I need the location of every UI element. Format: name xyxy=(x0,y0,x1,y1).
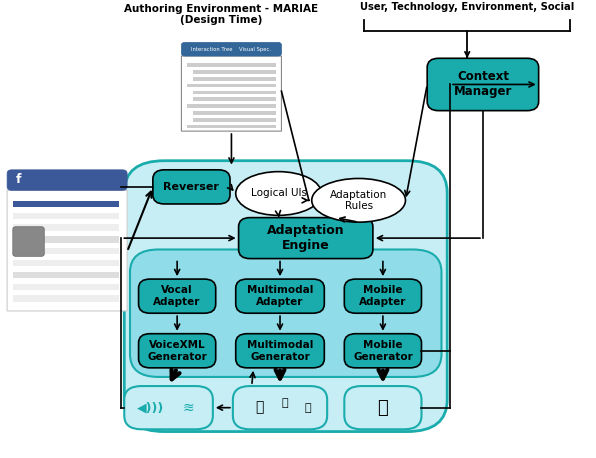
Text: ≋: ≋ xyxy=(182,401,194,414)
Bar xyxy=(13,272,119,278)
FancyBboxPatch shape xyxy=(7,191,127,311)
Bar xyxy=(13,260,119,267)
Bar xyxy=(13,201,119,207)
Text: Mobile
Adapter: Mobile Adapter xyxy=(359,285,406,307)
FancyBboxPatch shape xyxy=(344,334,421,368)
FancyBboxPatch shape xyxy=(130,250,442,377)
Bar xyxy=(187,63,276,67)
Bar xyxy=(13,248,119,255)
Text: Authoring Environment - MARIAE
(Design Time): Authoring Environment - MARIAE (Design T… xyxy=(125,4,318,25)
FancyBboxPatch shape xyxy=(7,170,127,191)
Text: 📱: 📱 xyxy=(377,398,388,417)
FancyBboxPatch shape xyxy=(153,170,230,204)
Bar xyxy=(187,125,276,128)
FancyBboxPatch shape xyxy=(181,42,281,56)
Ellipse shape xyxy=(312,179,405,222)
Text: Interaction Tree    Visual Spec.: Interaction Tree Visual Spec. xyxy=(191,47,271,52)
Bar xyxy=(193,77,276,81)
Text: Multimodal
Adapter: Multimodal Adapter xyxy=(247,285,313,307)
FancyBboxPatch shape xyxy=(236,334,324,368)
Bar xyxy=(187,84,276,87)
Text: 🎤: 🎤 xyxy=(305,403,312,413)
Bar xyxy=(193,70,276,74)
Text: Adaptation
Rules: Adaptation Rules xyxy=(330,190,387,211)
Text: Context
Manager: Context Manager xyxy=(454,71,512,98)
FancyBboxPatch shape xyxy=(233,386,327,429)
FancyBboxPatch shape xyxy=(181,56,281,131)
Text: 🔊: 🔊 xyxy=(281,398,288,409)
Text: f: f xyxy=(15,173,21,186)
Text: Logical UIs: Logical UIs xyxy=(250,189,306,198)
Text: Vocal
Adapter: Vocal Adapter xyxy=(153,285,201,307)
FancyBboxPatch shape xyxy=(125,386,213,429)
Bar xyxy=(193,98,276,101)
Bar xyxy=(13,284,119,290)
Text: ◀))): ◀))) xyxy=(137,401,164,414)
FancyBboxPatch shape xyxy=(13,227,44,256)
Bar xyxy=(13,236,119,243)
Text: Adaptation
Engine: Adaptation Engine xyxy=(267,224,344,252)
FancyBboxPatch shape xyxy=(238,218,373,259)
Bar xyxy=(193,111,276,115)
FancyBboxPatch shape xyxy=(427,58,539,111)
Text: Mobile
Generator: Mobile Generator xyxy=(353,340,413,361)
FancyBboxPatch shape xyxy=(138,334,216,368)
Bar xyxy=(13,295,119,302)
Ellipse shape xyxy=(236,172,321,215)
Bar xyxy=(193,91,276,94)
FancyBboxPatch shape xyxy=(125,161,447,431)
FancyBboxPatch shape xyxy=(344,386,421,429)
FancyBboxPatch shape xyxy=(236,279,324,313)
Bar xyxy=(13,213,119,219)
Text: Reverser: Reverser xyxy=(163,182,219,192)
FancyBboxPatch shape xyxy=(344,279,421,313)
FancyBboxPatch shape xyxy=(138,279,216,313)
Bar xyxy=(193,118,276,121)
Bar xyxy=(187,104,276,108)
Text: Multimodal
Generator: Multimodal Generator xyxy=(247,340,313,361)
Text: User, Technology, Environment, Social: User, Technology, Environment, Social xyxy=(360,2,575,12)
Text: 📱: 📱 xyxy=(255,401,263,414)
Text: VoiceXML
Generator: VoiceXML Generator xyxy=(147,340,207,361)
Bar xyxy=(13,224,119,231)
